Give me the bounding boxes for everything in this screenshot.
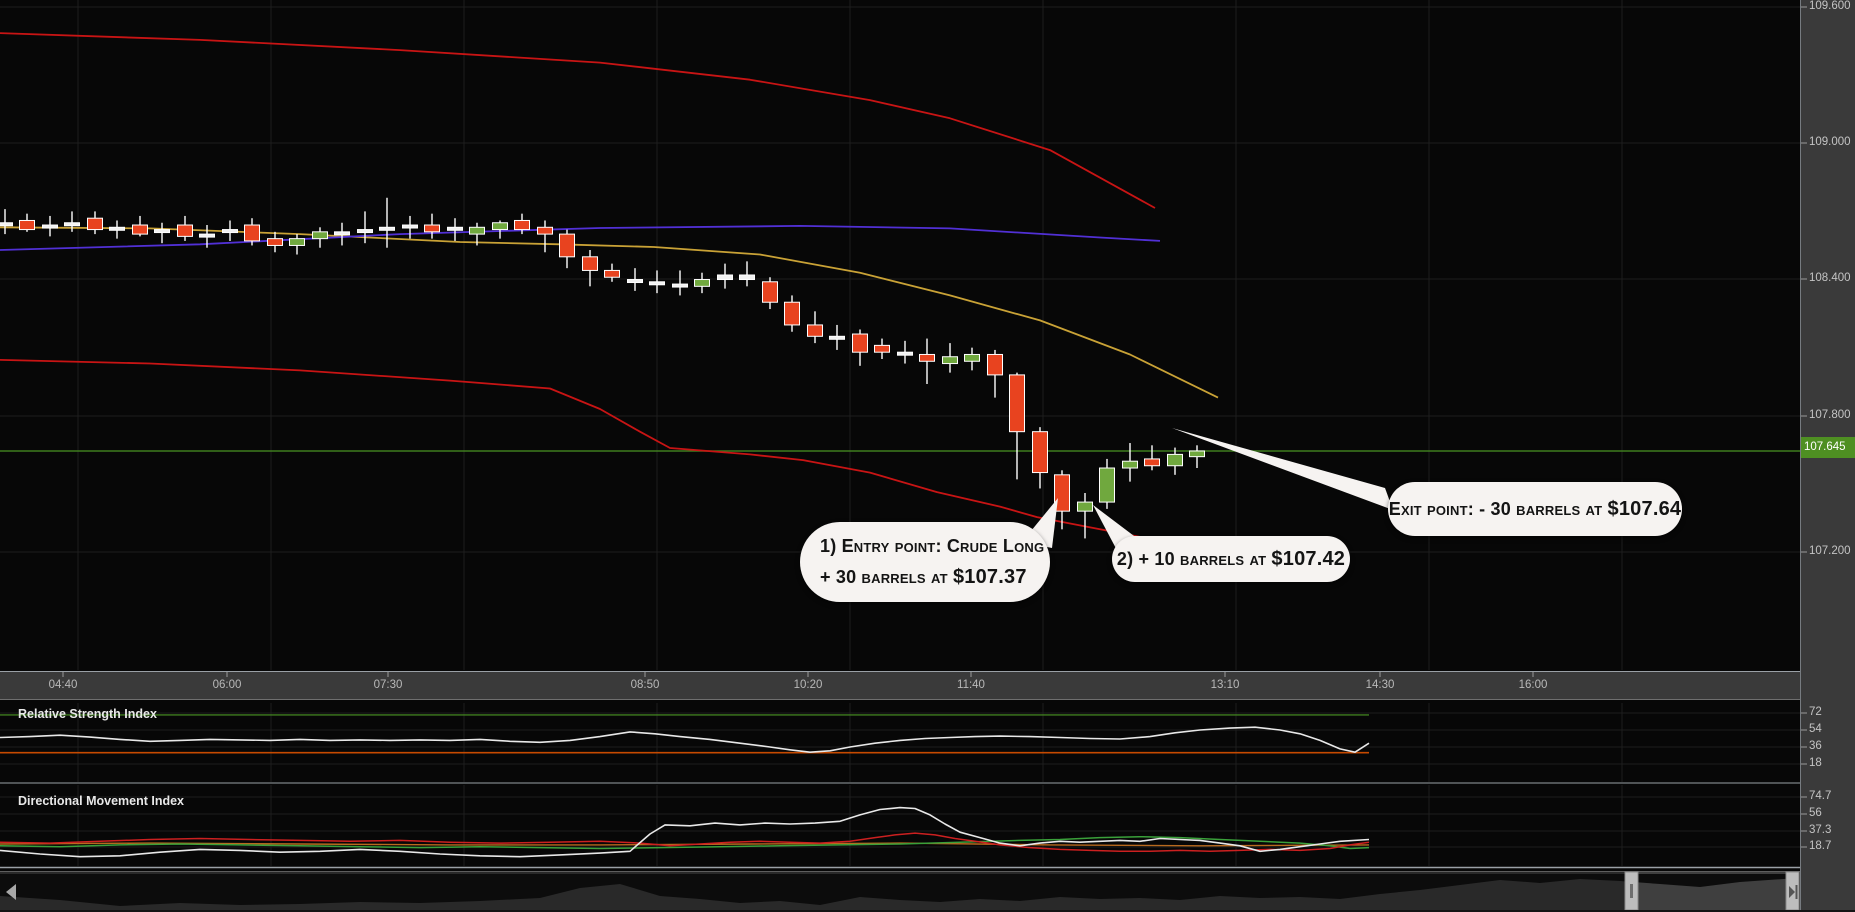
candle-body (1009, 374, 1025, 433)
candle-body (717, 274, 733, 281)
candle-body (357, 229, 373, 234)
candle-body (1167, 453, 1183, 467)
candle-body (829, 335, 845, 340)
annotation-exit-bubble[interactable]: Exit point: - 30 barrels at $107.64 (1388, 482, 1682, 536)
candle-body (379, 226, 395, 231)
annotation-add-bubble[interactable]: 2) + 10 barrels at $107.42 (1112, 536, 1350, 582)
annotation-entry-bubble[interactable]: 1) Entry point: Crude Long + 30 barrels … (800, 522, 1050, 602)
candle-body (942, 356, 958, 365)
candle-body (604, 269, 620, 278)
adxr-line (0, 842, 1370, 847)
annotation-entry-line1: 1) Entry point: Crude Long (820, 536, 1045, 556)
dmi-panel-title: Directional Movement Index (18, 794, 185, 808)
candle-body (1077, 501, 1093, 512)
annotation-entry-line2: + 30 barrels at $107.37 (820, 566, 1027, 588)
candle-body (559, 233, 575, 258)
rsi-panel-title: Relative Strength Index (18, 707, 157, 721)
candle-body (807, 324, 823, 337)
candle-body (739, 274, 755, 281)
ma-fast-yellow-line (0, 226, 1219, 399)
time-axis[interactable] (0, 671, 1800, 700)
candle-body (289, 238, 305, 246)
candle-body (784, 301, 800, 326)
candle-body (402, 224, 418, 229)
candle-body (492, 222, 508, 231)
candle-body (672, 283, 688, 288)
candle-body (222, 229, 238, 234)
candle-body (64, 222, 80, 227)
candle-body (109, 226, 125, 231)
last-price-value: 107.645 (1804, 441, 1846, 453)
candle-body (469, 226, 485, 235)
scroll-right-arrow-icon[interactable] (1789, 886, 1795, 898)
candle-body (537, 226, 553, 235)
candle-body (267, 238, 283, 246)
candle-body (897, 351, 913, 356)
ma-slow-purple-line (0, 224, 1161, 251)
candle-body (1032, 431, 1048, 474)
candle-body (1054, 474, 1070, 512)
candle-body (244, 224, 260, 242)
candle-body (627, 279, 643, 284)
bottom-edge (0, 910, 1855, 912)
annotation-tail (1172, 428, 1393, 510)
candle-body (0, 222, 13, 227)
candle-body (154, 229, 170, 234)
candle-body (447, 226, 463, 231)
candle-body (1144, 458, 1160, 467)
candle-body (694, 279, 710, 287)
minimap-silhouette (0, 874, 1798, 906)
candle-body (87, 217, 103, 231)
candle-body (1122, 460, 1138, 469)
candle-body (19, 219, 35, 231)
minus-di-line (0, 832, 1370, 853)
candle-body (177, 224, 193, 237)
adx-line (0, 806, 1370, 858)
bollinger-lower-line (0, 359, 1161, 542)
candle-body (919, 353, 935, 362)
candle-body (582, 256, 598, 271)
rsi-line (0, 726, 1370, 754)
scroll-left-arrow-icon[interactable] (6, 884, 16, 900)
candle-body (514, 219, 530, 231)
last-price-tag: 107.645 (1801, 437, 1855, 458)
bollinger-upper-line (0, 32, 1156, 209)
candle-body (987, 353, 1003, 376)
candle-body (334, 231, 350, 236)
candle-body (874, 344, 890, 353)
candle-body (649, 281, 665, 286)
candle-body (762, 281, 778, 303)
candle-body (1099, 467, 1115, 503)
candle-body (852, 333, 868, 353)
candle-body (132, 224, 148, 235)
candle-body (312, 231, 328, 240)
plus-di-line (0, 835, 1370, 850)
candle-body (424, 224, 440, 233)
candle-body (199, 233, 215, 238)
candle-body (964, 353, 980, 362)
candle-body (42, 224, 58, 229)
candle-body (1189, 450, 1205, 458)
